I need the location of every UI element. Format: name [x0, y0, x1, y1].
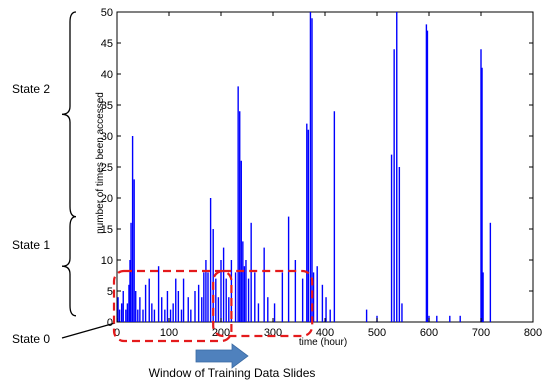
x-tick-label: 0	[114, 327, 120, 339]
y-tick-label: 35	[101, 100, 113, 112]
x-axis-title: time (hour)	[299, 337, 347, 348]
x-tick-label: 400	[316, 327, 334, 339]
y-tick-label: 10	[101, 255, 113, 267]
y-tick-label: 20	[101, 193, 113, 205]
y-tick-label: 15	[101, 224, 113, 236]
axes	[116, 11, 534, 323]
y-tick-label: 45	[101, 38, 113, 50]
y-tick-labels: 0 5 10 15 20 25 30 35 40 45 50	[101, 7, 113, 329]
y-tick-label: 25	[101, 162, 113, 174]
x-tick-label: 300	[264, 327, 282, 339]
x-tick-label: 800	[524, 327, 542, 339]
training-window-2	[212, 269, 314, 338]
plot-frame	[116, 11, 534, 323]
y-tick-label: 0	[107, 317, 113, 329]
state-0-label: State 0	[12, 332, 50, 346]
training-window-1	[112, 269, 233, 343]
data-bars	[117, 12, 492, 322]
state-2-label: State 2	[12, 82, 50, 96]
state-2-brace	[61, 11, 77, 218]
y-axis-title: number of times been accessed	[95, 92, 106, 234]
x-tick-label: 200	[212, 327, 230, 339]
y-tick-label: 40	[101, 69, 113, 81]
state-0-pointer	[61, 322, 116, 339]
y-tick-label: 30	[101, 131, 113, 143]
slide-arrow-shape	[195, 343, 249, 369]
x-tick-label: 600	[420, 327, 438, 339]
x-tick-label: 700	[472, 327, 490, 339]
training-windows	[112, 269, 314, 343]
x-tick-label: 500	[368, 327, 386, 339]
y-tick-label: 5	[107, 286, 113, 298]
y-tick-label: 50	[101, 7, 113, 19]
state-braces	[61, 11, 116, 339]
slide-arrow-icon	[195, 343, 249, 369]
x-tick-label: 100	[160, 327, 178, 339]
window-caption: Window of Training Data Slides	[149, 366, 316, 380]
state-1-label: State 1	[12, 238, 50, 252]
plot-area	[116, 11, 534, 323]
state-1-brace	[61, 215, 77, 317]
